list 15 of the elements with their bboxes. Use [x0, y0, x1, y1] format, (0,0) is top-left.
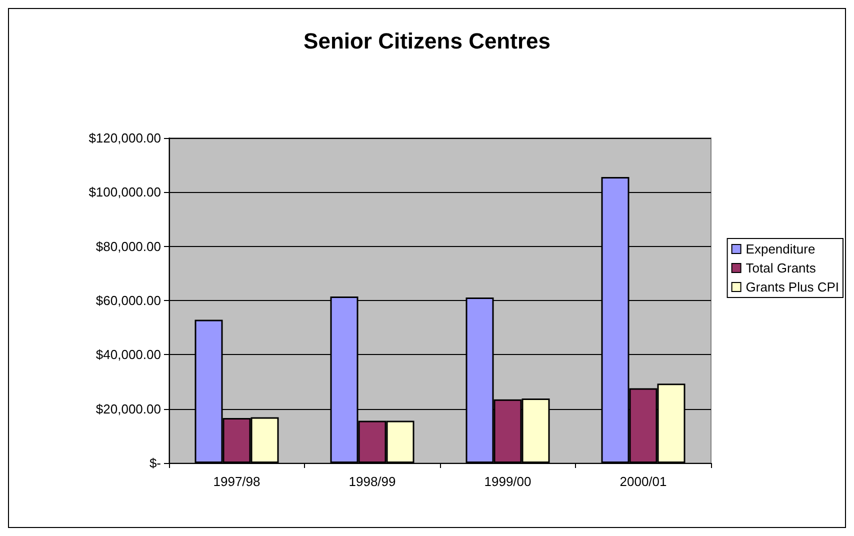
x-tick-label: 1998/99	[348, 474, 396, 489]
legend-label: Grants Plus CPI	[746, 280, 840, 294]
y-tick-label: $80,000.00	[96, 238, 161, 254]
y-tick-label: $120,000.00	[88, 130, 161, 146]
x-tick-label: 2000/01	[620, 474, 667, 489]
y-tick-label: $20,000.00	[96, 401, 161, 416]
y-tick-label: $100,000.00	[88, 184, 161, 200]
y-tick-label: $60,000.00	[96, 293, 161, 308]
y-tick-label: $-	[149, 456, 161, 470]
chart-title: Senior Citizens Centres	[304, 28, 550, 54]
legend-label: Total Grants	[746, 260, 816, 276]
x-tick-label: 1997/98	[213, 474, 260, 489]
y-tick-label: $40,000.00	[96, 347, 161, 362]
legend-label: Expenditure	[746, 242, 816, 256]
x-tick-label: 1999/00	[484, 474, 532, 489]
